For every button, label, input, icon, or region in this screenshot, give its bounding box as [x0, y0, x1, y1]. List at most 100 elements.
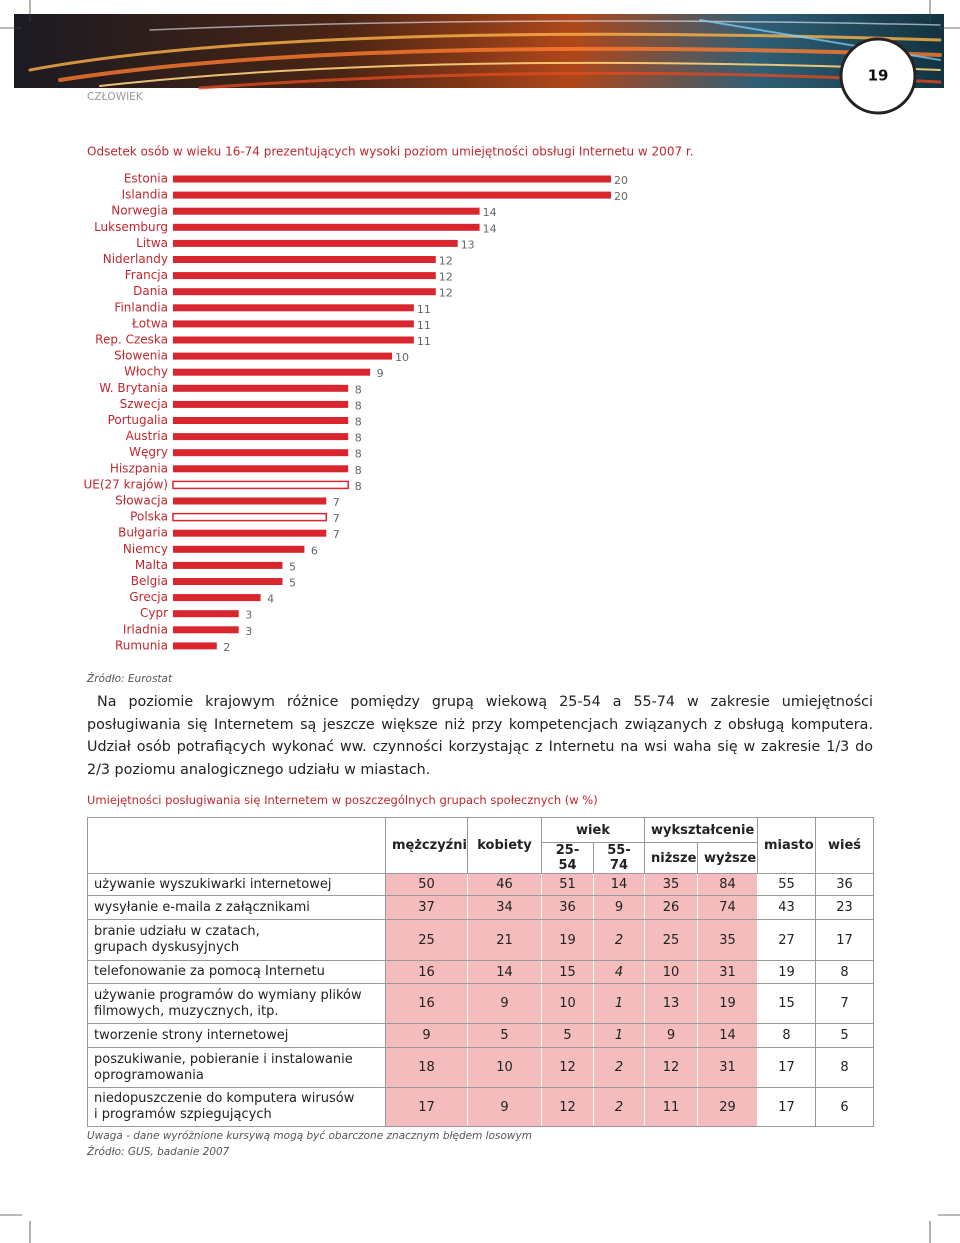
table-cell: 6: [815, 1087, 875, 1127]
category-label: Luksemburg: [94, 220, 168, 234]
bar: [173, 368, 371, 376]
table-note: Uwaga - dane wyróżnione kursywą mogą być…: [87, 1130, 532, 1142]
table-cell: 5: [815, 1023, 875, 1048]
table-row: niedopuszczenie do komputera wirusów i p…: [87, 1087, 875, 1127]
value-label: 12: [439, 255, 453, 268]
table-cell: 29: [696, 1087, 759, 1127]
table-cell: 2: [593, 1047, 645, 1088]
category-label: Dania: [133, 284, 168, 298]
section-label: CZŁOWIEK: [87, 91, 144, 103]
category-label: Łotwa: [131, 316, 168, 330]
table-cell: 84: [696, 873, 759, 896]
value-label: 5: [289, 577, 296, 590]
value-label: 2: [223, 641, 230, 654]
value-label: 4: [267, 593, 274, 606]
bar: [173, 175, 611, 183]
table-cell: 14: [467, 960, 542, 984]
table-cell: 35: [644, 873, 698, 896]
table-cell: 5: [541, 1023, 594, 1048]
category-label: Malta: [135, 558, 168, 572]
table-cell: 4: [593, 960, 645, 984]
value-label: 9: [377, 367, 384, 380]
table-cell: 8: [815, 960, 875, 984]
column-subheader: wyższe: [696, 842, 759, 874]
chart-title: Odsetek osób w wieku 16-74 prezentującyc…: [87, 145, 694, 159]
bar: [173, 545, 305, 553]
row-label: branie udziału w czatach, grupach dyskus…: [87, 919, 386, 961]
value-label: 13: [461, 238, 475, 251]
bar: [173, 400, 349, 408]
category-label: Litwa: [136, 236, 168, 250]
bar: [173, 594, 261, 602]
bar: [173, 449, 349, 457]
table-row: branie udziału w czatach, grupach dyskus…: [87, 919, 875, 961]
bar: [173, 207, 480, 215]
header-subrow: 25-54 55-74 niższe wyższe: [88, 842, 874, 874]
page-number: 19: [868, 67, 889, 85]
table-cell: 13: [644, 983, 698, 1024]
column-header: wiek: [541, 817, 645, 843]
table-cell: 19: [757, 960, 817, 984]
table-cell: 12: [644, 1047, 698, 1088]
bar: [173, 465, 349, 473]
bar: [173, 352, 392, 360]
category-label: Hiszpania: [110, 461, 168, 475]
value-label: 10: [395, 351, 409, 364]
row-label: używanie programów do wymiany plików fil…: [87, 983, 386, 1024]
row-label: niedopuszczenie do komputera wirusów i p…: [87, 1087, 386, 1127]
table-cell: 2: [593, 919, 645, 961]
value-label: 8: [355, 416, 362, 429]
bar: [173, 304, 414, 312]
value-label: 14: [483, 222, 497, 235]
table-cell: 37: [385, 895, 468, 920]
category-label: Norwegia: [111, 204, 168, 218]
table-row: tworzenie strony internetowej 9 5 5 1 9 14 8 5: [87, 1023, 875, 1048]
category-label: Belgia: [131, 574, 168, 588]
value-label: 7: [333, 496, 340, 509]
bar: [173, 578, 283, 585]
table-cell: 27: [757, 919, 817, 961]
table-cell: 31: [696, 1047, 759, 1088]
header-row: mężczyźni kobiety wiek wykształcenie miasto w…: [87, 817, 875, 874]
category-label: Bułgaria: [118, 526, 168, 540]
column-subheader: niższe: [644, 842, 698, 874]
bar: [173, 497, 327, 505]
page-number-circle: [839, 37, 917, 115]
table-cell: 17: [385, 1087, 468, 1127]
table-cell: 55: [757, 873, 817, 896]
row-label: poszukiwanie, pobieranie i instalowanie …: [87, 1047, 386, 1088]
table-cell: 26: [644, 895, 698, 920]
bar: [173, 288, 436, 296]
value-label: 14: [483, 206, 497, 219]
value-label: 3: [245, 609, 252, 622]
table-cell: 15: [757, 983, 817, 1024]
category-label: UE(27 krajów): [83, 477, 168, 491]
bar: [173, 336, 414, 344]
value-label: 6: [311, 544, 318, 557]
table-cell: 10: [467, 1047, 542, 1088]
table-cell: 25: [644, 919, 698, 961]
category-label: Niderlandy: [103, 252, 168, 266]
value-label: 7: [333, 512, 340, 525]
value-label: 12: [439, 271, 453, 284]
table-cell: 19: [541, 919, 594, 961]
table-cell: 8: [757, 1023, 817, 1048]
table-cell: 2: [593, 1087, 645, 1127]
category-label: Rep. Czeska: [95, 333, 168, 347]
value-label: 8: [355, 448, 362, 461]
table-source: Źródło: GUS, badanie 2007: [87, 1146, 230, 1158]
value-label: 8: [355, 383, 362, 396]
column-header: wykształcenie: [643, 817, 759, 843]
bar: [173, 223, 480, 231]
table-row: używanie wyszukiwarki internetowej 50 46 51…: [87, 873, 875, 896]
table-cell: 9: [593, 895, 645, 920]
table-cell: 23: [815, 895, 875, 920]
bar: [173, 239, 458, 247]
table-cell: 43: [757, 895, 817, 920]
category-label: Węgry: [129, 445, 168, 459]
bar: [173, 610, 239, 618]
category-label: Estonia: [124, 172, 168, 186]
bar: [172, 512, 328, 522]
